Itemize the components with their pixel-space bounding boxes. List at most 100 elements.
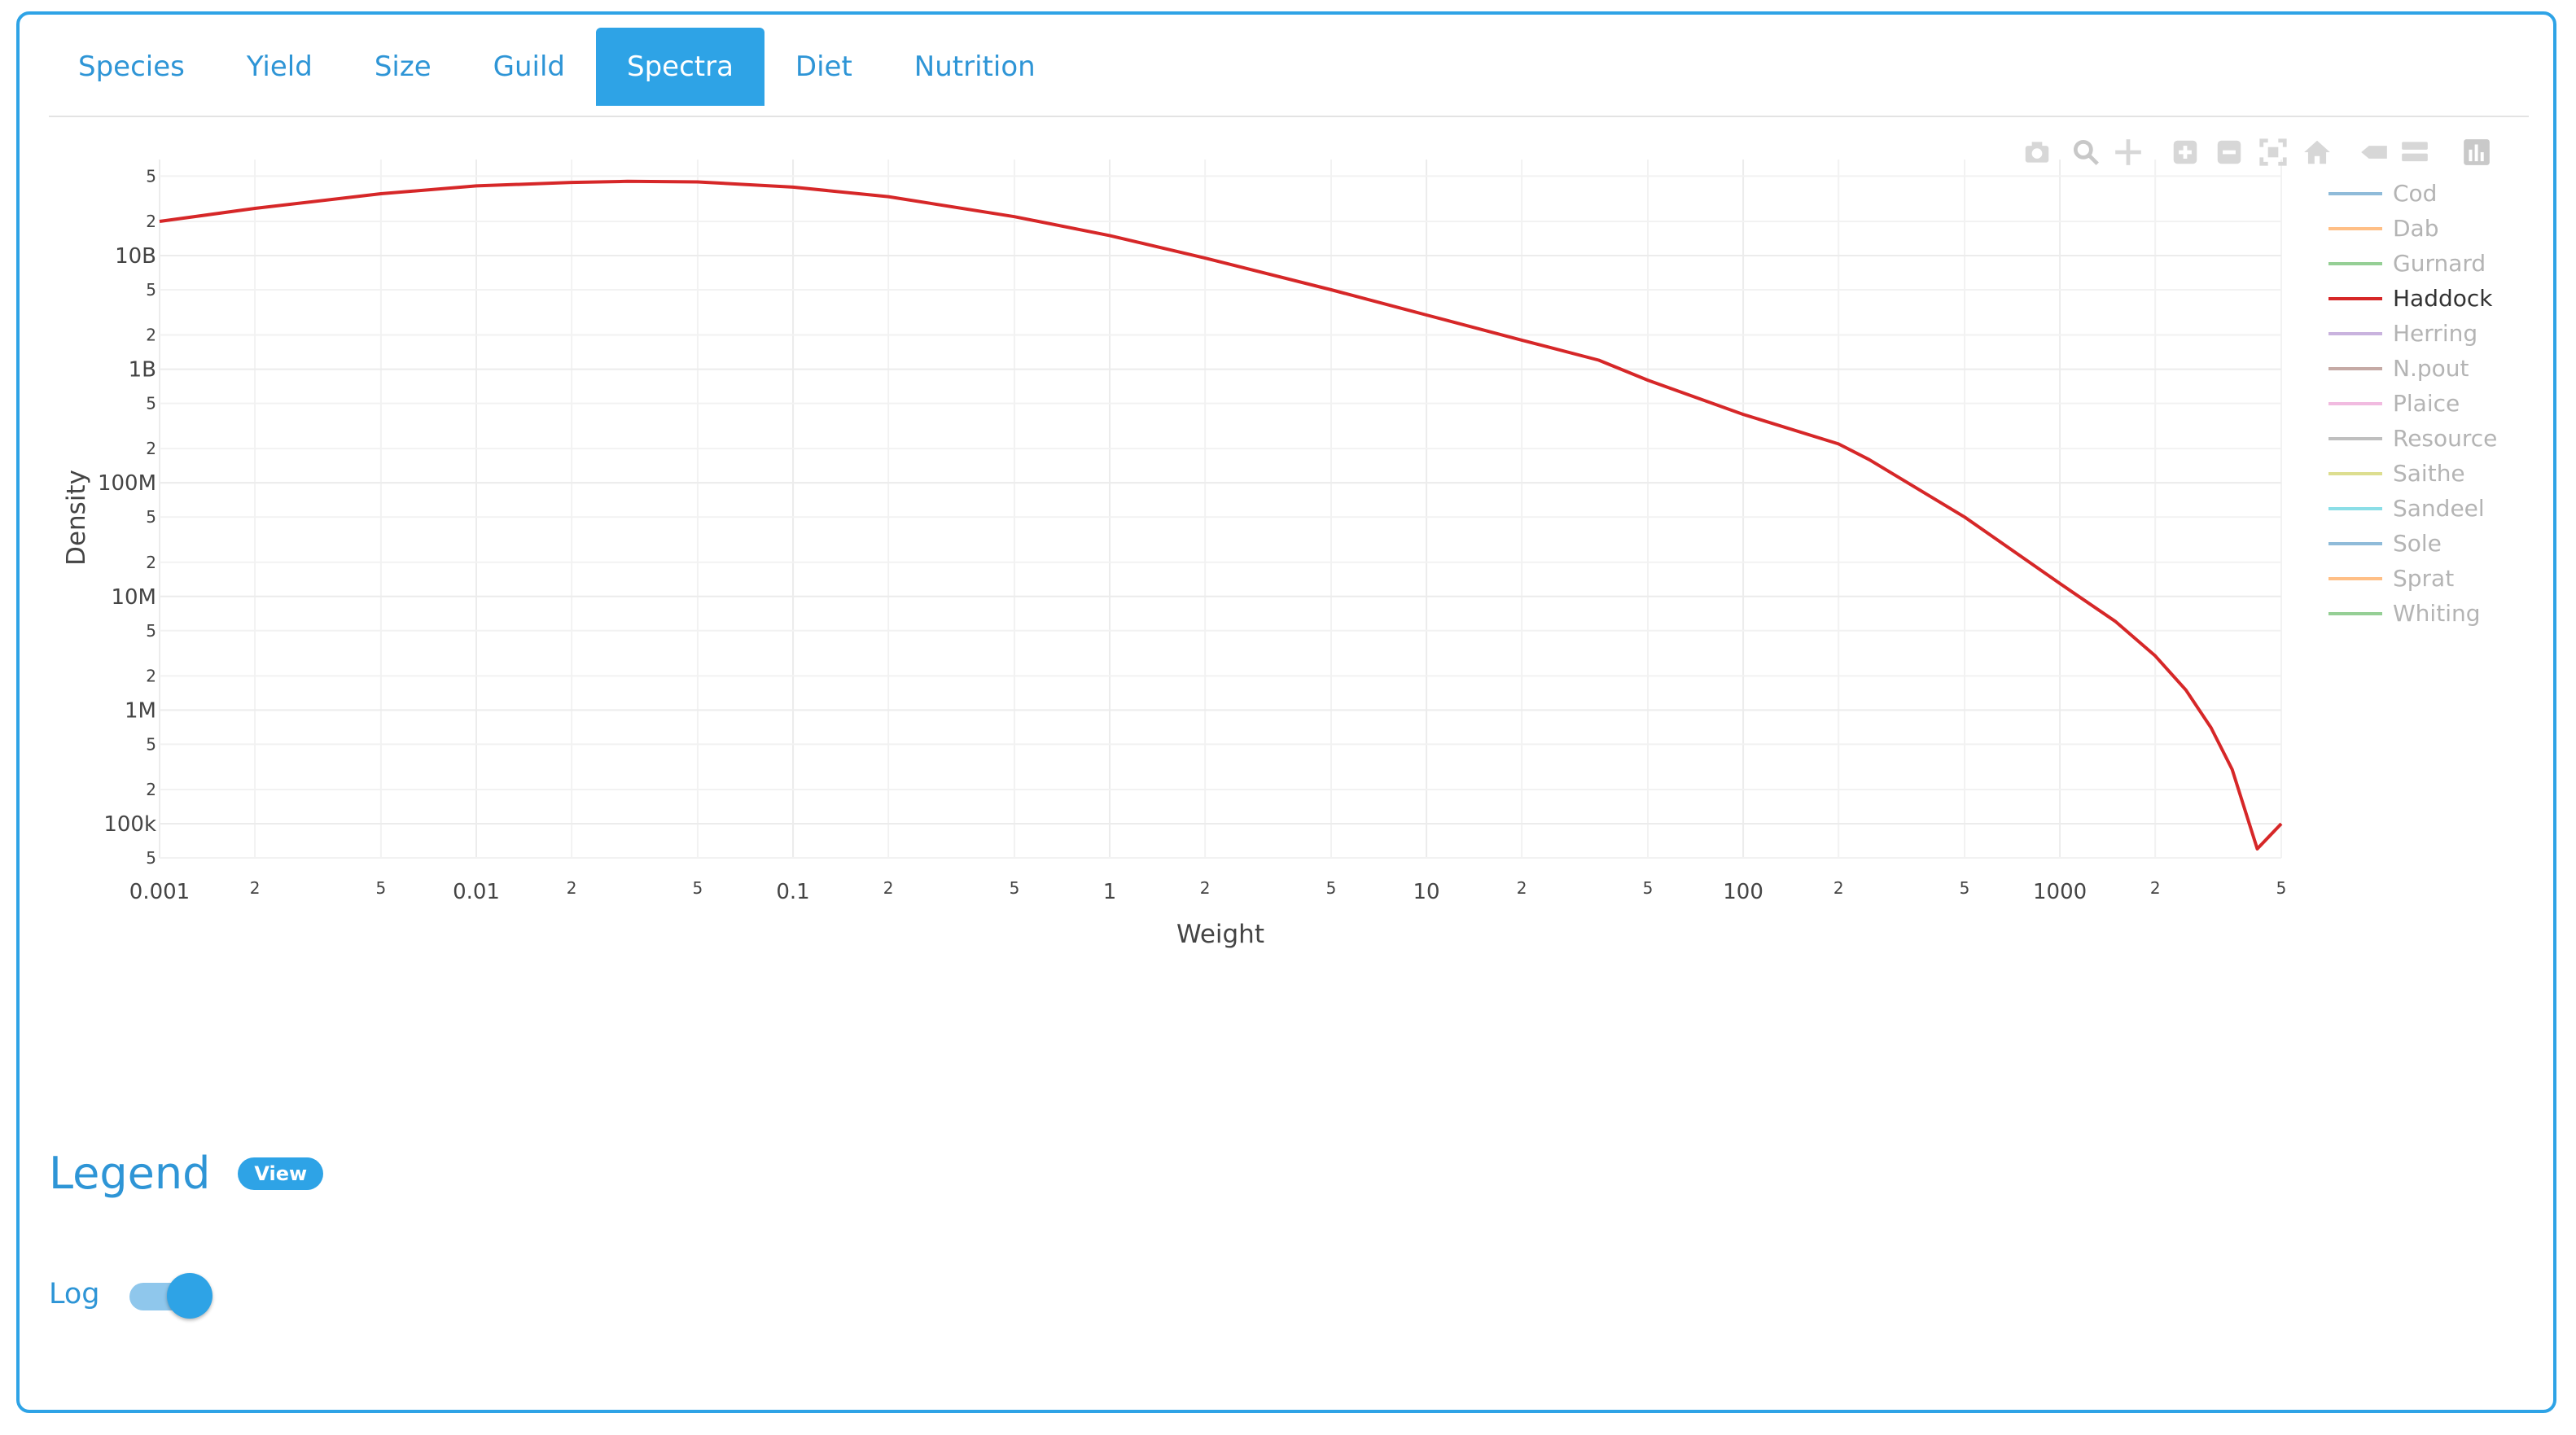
reset-axes-icon[interactable] bbox=[2299, 134, 2335, 170]
y-minor-tick-label: 2 bbox=[146, 780, 156, 799]
legend-item-cod[interactable]: Cod bbox=[2328, 176, 2497, 211]
tick-labels: 0.001 2 5 0.01 2 5 0.1 2 5 1 2 5 10 2 5 100 2 5 1000 2 5 100k… bbox=[98, 166, 2286, 904]
y-minor-tick-label: 2 bbox=[146, 212, 156, 231]
legend-swatch bbox=[2328, 331, 2382, 335]
y-tick-label: 100M bbox=[98, 471, 156, 496]
log-toggle-row: Log bbox=[49, 1270, 214, 1319]
legend-item-resource[interactable]: Resource bbox=[2328, 421, 2497, 456]
y-minor-tick-label: 2 bbox=[146, 326, 156, 345]
legend-label: Whiting bbox=[2393, 600, 2481, 627]
legend-swatch bbox=[2328, 226, 2382, 230]
legend-label: N.pout bbox=[2393, 355, 2469, 382]
legend-section-heading: Legend View bbox=[49, 1148, 324, 1199]
legend-item-gurnard[interactable]: Gurnard bbox=[2328, 246, 2497, 281]
legend-swatch bbox=[2328, 401, 2382, 405]
x-minor-tick-label: 2 bbox=[883, 878, 894, 898]
y-tick-label: 10M bbox=[111, 585, 156, 610]
x-minor-tick-label: 2 bbox=[2150, 878, 2161, 898]
y-minor-tick-label: 5 bbox=[146, 734, 156, 754]
zoom-icon[interactable] bbox=[2068, 134, 2104, 170]
camera-icon[interactable] bbox=[2019, 134, 2055, 170]
tab-yield[interactable]: Yield bbox=[246, 50, 313, 83]
x-minor-tick-label: 2 bbox=[1200, 878, 1211, 898]
legend-swatch bbox=[2328, 436, 2382, 440]
view-button[interactable]: View bbox=[238, 1157, 324, 1190]
y-minor-tick-label: 5 bbox=[146, 848, 156, 868]
tab-spectra[interactable]: Spectra bbox=[595, 28, 764, 106]
y-minor-tick-label: 2 bbox=[146, 553, 156, 572]
chart-legend: Cod Dab Gurnard Haddock Herring N.pout Plaice R… bbox=[2328, 176, 2497, 631]
legend-item-npout[interactable]: N.pout bbox=[2328, 351, 2497, 386]
x-tick-label: 0.01 bbox=[453, 880, 500, 904]
tab-species[interactable]: Species bbox=[78, 50, 185, 83]
y-tick-label: 1B bbox=[129, 358, 156, 383]
legend-title: Legend bbox=[49, 1148, 211, 1199]
x-tick-label: 100 bbox=[1723, 880, 1763, 904]
compare-data-icon[interactable] bbox=[2397, 134, 2433, 170]
y-axis-title: Density bbox=[62, 470, 91, 566]
tab-bar: Species Yield Size Guild Spectra Diet Nu… bbox=[47, 28, 1067, 106]
x-minor-tick-label: 2 bbox=[1833, 878, 1844, 898]
legend-item-herring[interactable]: Herring bbox=[2328, 316, 2497, 351]
y-tick-label: 1M bbox=[125, 698, 156, 723]
legend-swatch bbox=[2328, 471, 2382, 475]
y-minor-tick-label: 5 bbox=[146, 394, 156, 413]
plotly-logo-icon[interactable] bbox=[2459, 134, 2495, 170]
legend-item-sandeel[interactable]: Sandeel bbox=[2328, 491, 2497, 526]
y-minor-tick-label: 2 bbox=[146, 666, 156, 685]
tab-divider bbox=[49, 116, 2529, 117]
legend-swatch bbox=[2328, 576, 2382, 580]
pan-icon[interactable] bbox=[2110, 134, 2146, 170]
plot-toolbar bbox=[2019, 134, 2524, 175]
legend-swatch bbox=[2328, 541, 2382, 545]
x-minor-tick-label: 5 bbox=[1960, 878, 1970, 898]
y-minor-tick-label: 5 bbox=[146, 621, 156, 641]
x-minor-tick-label: 2 bbox=[1517, 878, 1527, 898]
tab-size[interactable]: Size bbox=[374, 50, 432, 83]
log-toggle-switch[interactable] bbox=[129, 1270, 214, 1319]
autoscale-icon[interactable] bbox=[2255, 134, 2291, 170]
x-tick-label: 1000 bbox=[2033, 880, 2087, 904]
switch-knob[interactable] bbox=[166, 1273, 212, 1319]
legend-item-plaice[interactable]: Plaice bbox=[2328, 386, 2497, 421]
legend-label: Sandeel bbox=[2393, 495, 2485, 522]
tab-nutrition[interactable]: Nutrition bbox=[913, 50, 1036, 83]
tab-diet[interactable]: Diet bbox=[795, 50, 852, 83]
legend-label: Herring bbox=[2393, 320, 2478, 347]
x-tick-label: 10 bbox=[1413, 880, 1440, 904]
y-minor-tick-label: 2 bbox=[146, 439, 156, 458]
x-minor-tick-label: 5 bbox=[1010, 878, 1020, 898]
legend-label: Resource bbox=[2393, 425, 2498, 452]
x-minor-tick-label: 2 bbox=[250, 878, 261, 898]
y-tick-label: 100k bbox=[103, 812, 156, 837]
legend-swatch bbox=[2328, 366, 2382, 370]
legend-item-haddock[interactable]: Haddock bbox=[2328, 281, 2497, 316]
y-tick-label: 10B bbox=[115, 244, 156, 269]
app-frame bbox=[16, 11, 2556, 1413]
legend-label: Haddock bbox=[2393, 285, 2493, 312]
legend-label: Cod bbox=[2393, 180, 2438, 207]
y-minor-tick-label: 5 bbox=[146, 166, 156, 186]
x-minor-tick-label: 5 bbox=[2276, 878, 2287, 898]
zoom-in-icon[interactable] bbox=[2167, 134, 2203, 170]
y-minor-tick-label: 5 bbox=[146, 280, 156, 300]
legend-item-sole[interactable]: Sole bbox=[2328, 526, 2497, 561]
legend-item-dab[interactable]: Dab bbox=[2328, 211, 2497, 246]
series-line-haddock bbox=[159, 179, 2283, 851]
y-minor-tick-label: 5 bbox=[146, 507, 156, 527]
tab-guild[interactable]: Guild bbox=[493, 50, 565, 83]
legend-item-whiting[interactable]: Whiting bbox=[2328, 596, 2497, 631]
spike-lines-icon[interactable] bbox=[2356, 134, 2392, 170]
x-tick-label: 0.1 bbox=[776, 880, 809, 904]
legend-swatch bbox=[2328, 261, 2382, 265]
x-minor-tick-label: 2 bbox=[567, 878, 577, 898]
legend-item-sprat[interactable]: Sprat bbox=[2328, 561, 2497, 596]
zoom-out-icon[interactable] bbox=[2211, 134, 2247, 170]
legend-swatch bbox=[2328, 296, 2382, 300]
x-minor-tick-label: 5 bbox=[376, 878, 387, 898]
grid bbox=[159, 160, 2282, 859]
legend-item-saithe[interactable]: Saithe bbox=[2328, 456, 2497, 491]
x-minor-tick-label: 5 bbox=[1643, 878, 1654, 898]
legend-label: Sprat bbox=[2393, 565, 2455, 592]
